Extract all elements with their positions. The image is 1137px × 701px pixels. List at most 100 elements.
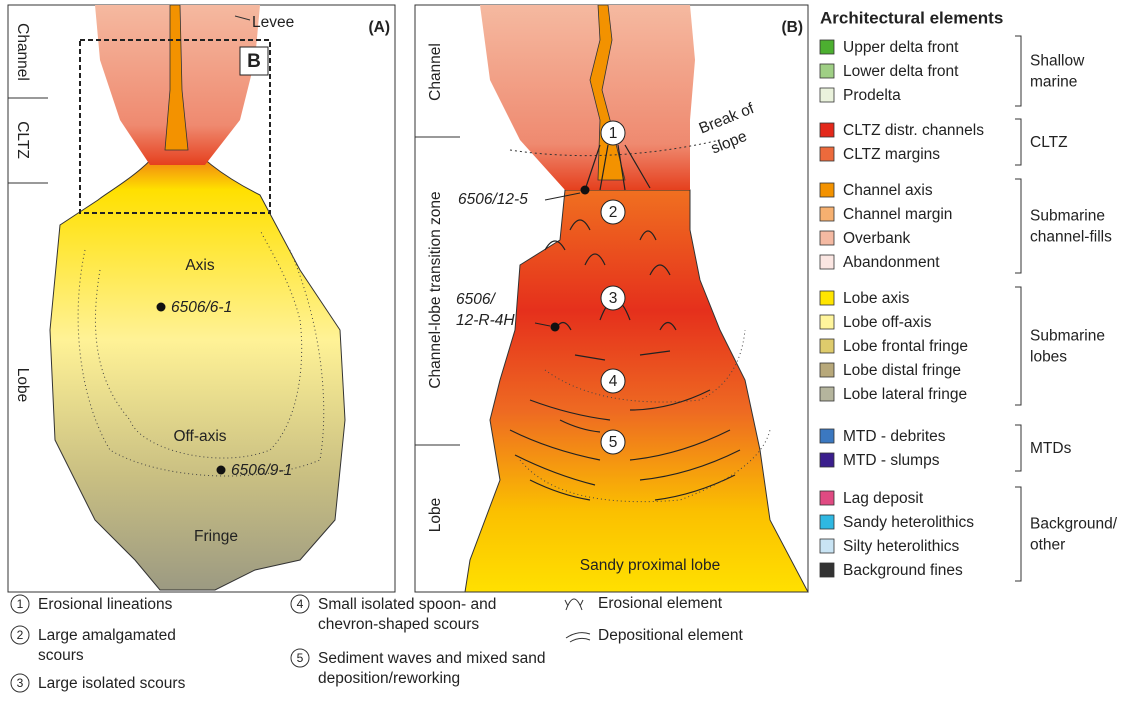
legend-swatch [820,231,834,245]
marker-number: 4 [609,373,618,390]
legend-item: Channel margin [843,206,952,223]
note-number: 1 [17,597,24,611]
legend-item: Lobe off-axis [843,314,932,331]
figure: B (A) Levee Channel CLTZ Lobe Axis Off-a… [0,0,1137,696]
symbol-label: Erosional element [598,595,723,612]
note-number: 4 [297,597,304,611]
panel-label: (B) [781,19,803,36]
legend-item: MTD - debrites [843,428,946,445]
legend-item: Lobe axis [843,290,910,307]
well-label: 6506/9-1 [231,462,292,479]
legend-title: Architectural elements [820,8,1003,27]
well-dot [217,466,226,475]
legend-swatch [820,515,834,529]
note-text: Sediment waves and mixed sand [318,650,545,667]
page: {"panel_a":{"label":"(A)","inset_label":… [0,0,1137,701]
legend-item: Lower delta front [843,63,959,80]
well-label: 6506/6-1 [171,299,232,316]
legend-swatch [820,88,834,102]
facies-label: Fringe [194,528,238,545]
group-label: Background/ [1030,516,1118,533]
legend-item: Background fines [843,562,963,579]
legend-bracket [1015,179,1021,273]
inset-label: B [247,51,261,72]
well-label: 6506/12-5 [458,191,528,208]
legend-bracket [1015,487,1021,581]
group-label: channel-fills [1030,229,1112,246]
facies-label: Off-axis [173,428,226,445]
legend-swatch [820,339,834,353]
legend-swatch [820,453,834,467]
group-label: Submarine [1030,208,1105,225]
note-text: scours [38,647,84,664]
well-label: 6506/ [456,291,496,308]
legend-item: MTD - slumps [843,452,940,469]
facies-label: Axis [185,257,215,274]
zone-label: CLTZ [14,121,31,159]
marker-number: 5 [609,434,618,451]
note-text: Erosional lineations [38,596,173,613]
depositional-symbol [566,633,590,642]
legend-swatch [820,363,834,377]
legend-swatch [820,539,834,553]
legend-swatch [820,387,834,401]
legend-swatch [820,123,834,137]
legend-item: Abandonment [843,254,940,271]
legend-item: CLTZ margins [843,146,940,163]
legend-swatch [820,40,834,54]
marker-number: 2 [609,204,618,221]
note-number: 2 [17,628,24,642]
zone-label: Channel-lobe transition zone [427,191,444,388]
group-label: Submarine [1030,328,1105,345]
legend-swatch [820,255,834,269]
group-label: marine [1030,74,1077,91]
note-text: chevron-shaped scours [318,616,479,633]
legend-swatch [820,147,834,161]
legend-item: CLTZ distr. channels [843,122,984,139]
group-label: Shallow [1030,53,1085,70]
legend-item: Prodelta [843,87,901,104]
well-label: 12-R-4H [456,312,515,329]
group-label: lobes [1030,349,1067,366]
legend-swatch [820,563,834,577]
legend-item: Silty heterolithics [843,538,960,555]
legend-item: Lobe frontal fringe [843,338,968,355]
legend-bracket [1015,36,1021,106]
well-dot [581,186,590,195]
zone-label: Lobe [427,498,444,532]
well-dot [551,323,560,332]
levee-label: Levee [252,14,294,31]
legend-swatch [820,183,834,197]
note-text: Large amalgamated [38,627,176,644]
facies-label: Sandy proximal lobe [580,557,720,574]
zone-label: Lobe [14,368,31,402]
legend-swatch [820,207,834,221]
legend-item: Lag deposit [843,490,924,507]
legend-bracket [1015,425,1021,471]
legend-item: Channel axis [843,182,933,199]
legend-swatch [820,491,834,505]
legend-swatch [820,291,834,305]
group-label: CLTZ [1030,134,1068,151]
legend-swatch [820,64,834,78]
symbol-label: Depositional element [598,627,743,644]
legend-item: Lobe lateral fringe [843,386,967,403]
note-text: Large isolated scours [38,675,186,692]
erosional-symbol [565,599,583,610]
group-label: MTDs [1030,440,1072,457]
note-number: 3 [17,676,24,690]
note-text: deposition/reworking [318,670,460,687]
legend-item: Overbank [843,230,910,247]
legend-swatch [820,429,834,443]
legend-swatch [820,315,834,329]
legend-bracket [1015,287,1021,405]
legend-item: Lobe distal fringe [843,362,961,379]
zone-label: Channel [427,43,444,101]
marker-number: 1 [609,125,618,142]
well-dot [157,303,166,312]
zone-label: Channel [14,23,31,81]
legend-bracket [1015,119,1021,165]
note-number: 5 [297,651,304,665]
panel-label: (A) [368,19,390,36]
note-text: Small isolated spoon- and [318,596,496,613]
